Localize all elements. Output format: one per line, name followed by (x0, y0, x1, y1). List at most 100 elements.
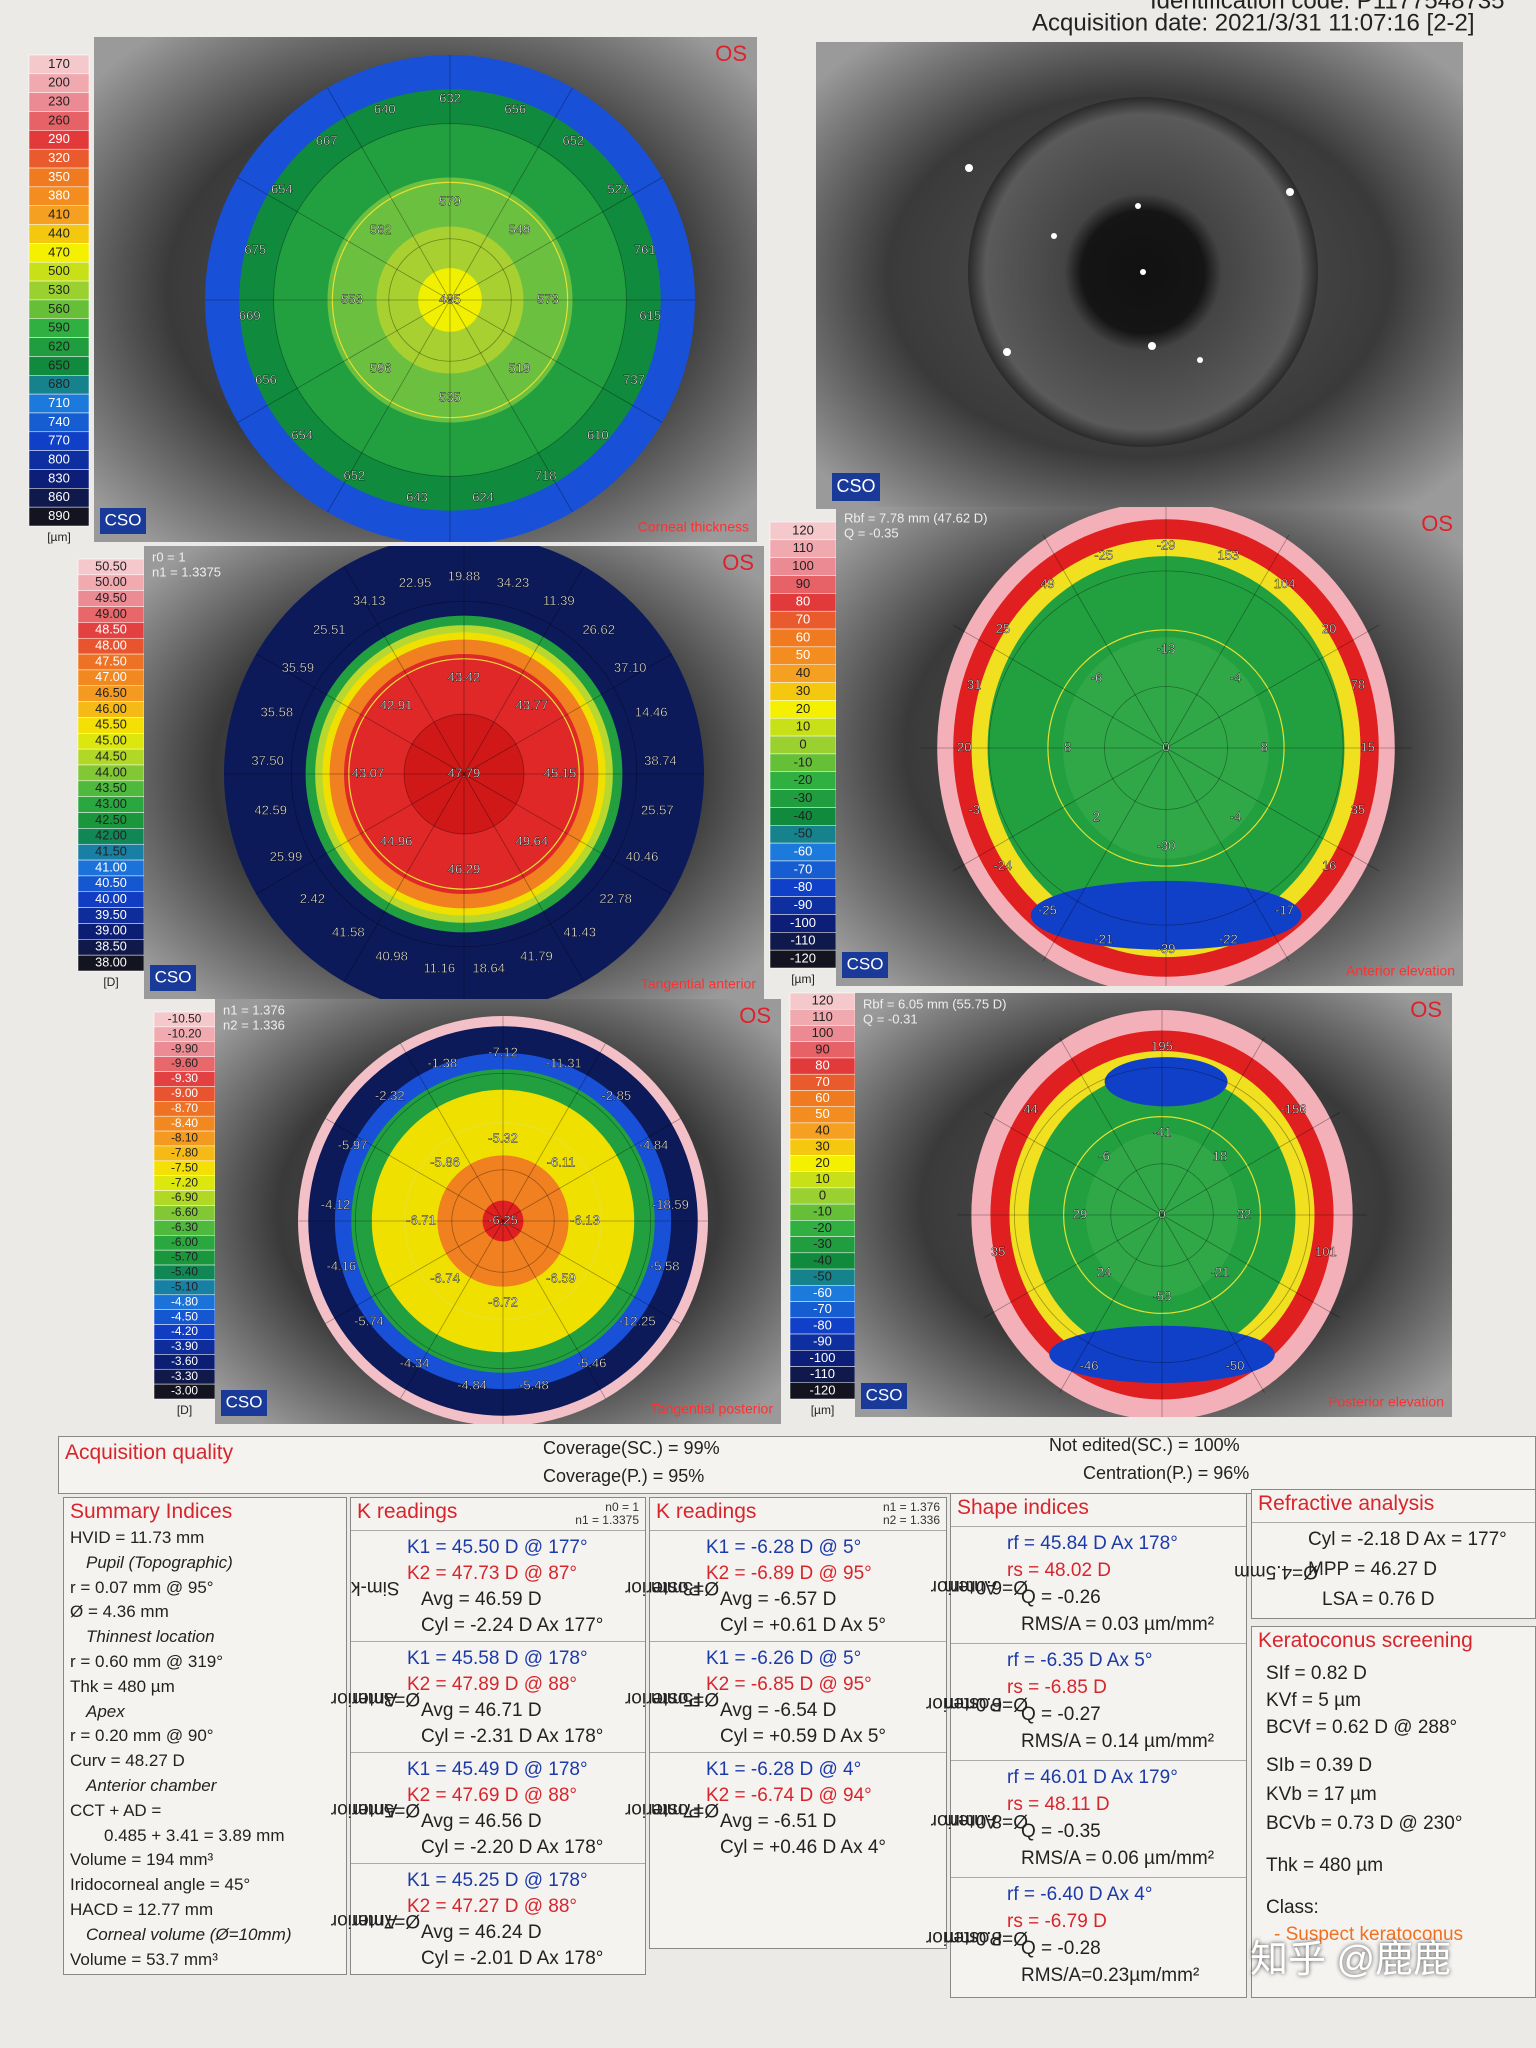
map-value: 49.64 (516, 833, 549, 848)
section-title: K readings (656, 1500, 757, 1523)
scale-label: -110 (790, 933, 815, 948)
reading: Cyl = +0.46 D Ax 4° (720, 1837, 887, 1858)
group-label-text: Posterior Ø=6.0mm (926, 1661, 1028, 1745)
scale-label: 200 (48, 75, 70, 90)
map-value: 22.78 (599, 891, 632, 906)
map-value: 15 (1360, 739, 1374, 754)
scale-label: -50 (813, 1269, 832, 1284)
grid-line (984, 1112, 1163, 1216)
screening-line: KVf = 5 µm (1266, 1690, 1361, 1711)
map-value: 675 (244, 242, 266, 257)
scale-label: 39.50 (95, 908, 127, 922)
k-anterior: K readings n0 = 1 n1 = 1.3375 Sim-k K1 = 45.… (331, 1497, 646, 1975)
scale-label: -9.30 (171, 1071, 198, 1085)
reading: Cyl = +0.61 D Ax 5° (720, 1615, 887, 1636)
reading: K2 = -6.85 D @ 95° (706, 1674, 872, 1695)
reading: K2 = -6.74 D @ 94° (706, 1785, 872, 1806)
group-label-text: Anterior Ø=8.0mm (931, 1778, 1028, 1862)
reading: Q = -0.27 (1021, 1704, 1101, 1725)
scale-label: 47.50 (95, 654, 127, 668)
map-value: 40.98 (375, 948, 408, 963)
map-value: 654 (271, 182, 293, 197)
scale-label: 42.50 (95, 813, 127, 827)
group-label-text: Ø=4.5mm (1234, 1529, 1318, 1613)
map-value: 2 (1093, 809, 1100, 824)
map-value: 669 (239, 308, 261, 323)
scale-label: 120 (792, 522, 814, 537)
grid-line (952, 624, 1167, 749)
group-label-text: Posterior Ø=3mm (625, 1548, 719, 1624)
quality-item: Coverage(P.) = 95% (543, 1466, 705, 1486)
map-value: -5.46 (577, 1355, 607, 1370)
map-value: 19.88 (448, 569, 481, 584)
map-value: 101 (1315, 1244, 1337, 1259)
scale-label: -6.30 (171, 1220, 198, 1234)
scale-label: -7.50 (171, 1160, 198, 1174)
map-value: 0 (1162, 739, 1169, 754)
group-label-text: Posterior Ø=7mm (625, 1770, 719, 1846)
map-value: 553 (341, 291, 363, 306)
scale-label: 44.50 (95, 749, 127, 763)
param: n2 = 1.336 (882, 1513, 940, 1527)
map-value: 632 (439, 91, 461, 106)
scale-label: -5.40 (171, 1265, 198, 1279)
grid-line (237, 299, 451, 423)
grid-line (1165, 747, 1380, 872)
scale-label: 60 (815, 1090, 829, 1105)
scale-label: 20 (815, 1155, 829, 1170)
map-value: 104 (1274, 576, 1296, 591)
scale-label: 0 (819, 1187, 826, 1202)
logo-bg (832, 473, 880, 501)
section-title: Shape indices (957, 1496, 1089, 1519)
summary-line: r = 0.20 mm @ 90° (70, 1726, 214, 1746)
scale-label: 48.00 (95, 638, 127, 652)
scale-label: -30 (813, 1236, 832, 1251)
map-value: 582 (370, 222, 392, 237)
scale-label: -90 (794, 897, 813, 912)
map-value: 624 (472, 490, 494, 505)
grid-circle (1014, 1067, 1311, 1364)
scale-label: 48.50 (95, 623, 127, 637)
scale-label: 80 (796, 594, 810, 609)
grid-circle (388, 238, 512, 362)
scale-label: 710 (48, 395, 70, 410)
scale-label: 41.00 (95, 860, 127, 874)
group-label: Posterior Ø=8.0mm (926, 1878, 1028, 1995)
group-label: Posterior Ø=3mm (625, 1531, 719, 1642)
map-value: -21 (1094, 931, 1113, 946)
grid-line (1042, 747, 1167, 962)
scale-label: -120 (810, 1382, 836, 1397)
map-layer (298, 1016, 708, 1424)
map-layer (224, 546, 704, 999)
scale-label: -8.40 (171, 1116, 198, 1130)
map-value: 485 (439, 291, 461, 306)
map-value: -13 (1157, 641, 1176, 656)
scale-label: 43.00 (95, 797, 127, 811)
scale-label: 41.50 (95, 844, 127, 858)
scale-label: 440 (48, 225, 70, 240)
map-value: 20 (957, 739, 971, 754)
grid-circle (1104, 686, 1228, 810)
group: Posterior Ø=6.0mm rf = -6.35 D Ax 5° rs = -… (926, 1643, 1246, 1761)
group-label: Posterior Ø=5mm (625, 1642, 719, 1753)
param: n0 = 1 (605, 1500, 639, 1514)
summary-line: HACD = 12.77 mm (70, 1900, 214, 1919)
map-value: 25 (996, 621, 1010, 636)
scale-label: -4.20 (171, 1324, 198, 1338)
scale-label: -10 (813, 1204, 832, 1219)
scale-label: 70 (796, 612, 810, 627)
reading: Avg = 46.71 D (421, 1700, 542, 1721)
logo: CSO (105, 510, 142, 529)
k-posterior: K readings n1 = 1.376 n2 = 1.336 Posterior Ø… (625, 1497, 947, 1949)
map-value: -6.71 (406, 1212, 436, 1227)
scale-label: 120 (812, 993, 834, 1008)
map-value: 44 (1023, 1102, 1037, 1117)
scale-label: -5.70 (171, 1250, 198, 1264)
group-label-line: Sim-k (350, 1576, 400, 1598)
quality-item: Coverage(SC.) = 99% (543, 1438, 720, 1458)
keratoconus-screening: Keratoconus screening SIf = 0.82 D KVf = 5… (1251, 1626, 1536, 1998)
reflection (1135, 203, 1141, 209)
map-value: 153 (1217, 548, 1239, 563)
scale-label: 100 (792, 558, 814, 573)
scale-label: 770 (48, 433, 70, 448)
